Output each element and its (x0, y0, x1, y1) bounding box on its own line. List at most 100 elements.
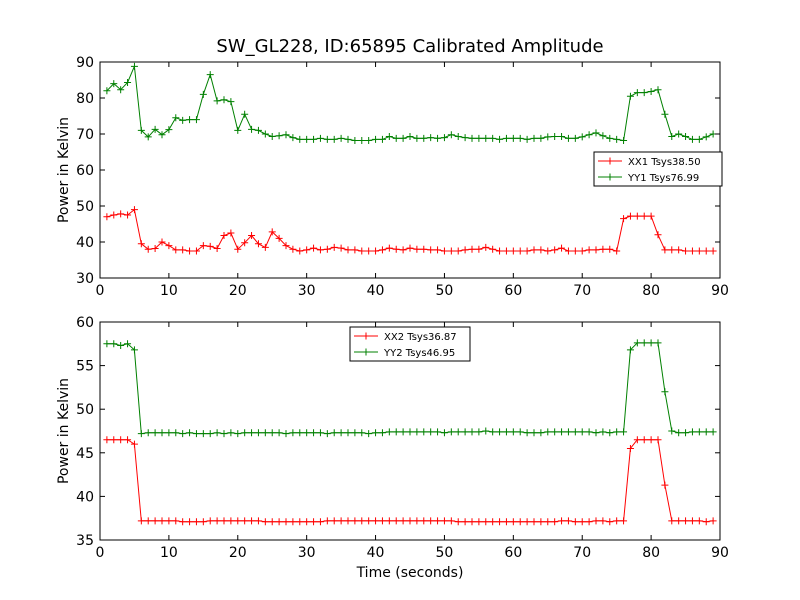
data-point (537, 246, 545, 254)
data-point (406, 428, 414, 436)
data-point (434, 134, 442, 142)
data-point (647, 436, 655, 444)
data-point (227, 98, 235, 106)
data-point (709, 247, 717, 255)
data-point (151, 244, 159, 252)
y-tick-label: 50 (76, 199, 94, 215)
data-point (179, 246, 187, 254)
data-point (351, 246, 359, 254)
x-tick-label: 20 (229, 283, 247, 299)
data-point (530, 246, 538, 254)
data-point (530, 429, 538, 437)
data-point (475, 134, 483, 142)
data-point (399, 134, 407, 142)
data-point (537, 518, 545, 526)
data-point (124, 340, 132, 348)
data-point (337, 517, 345, 525)
data-point (392, 517, 400, 525)
data-point (199, 242, 207, 250)
data-point (620, 428, 628, 436)
y-axis-label: Power in Kelvin (56, 117, 72, 223)
data-point (592, 129, 600, 137)
series-2 (103, 62, 717, 144)
series-1 (103, 206, 717, 255)
data-point (482, 427, 490, 435)
data-point (330, 135, 338, 143)
data-point (303, 518, 311, 526)
data-point (489, 518, 497, 526)
data-point (461, 518, 469, 526)
data-point (144, 245, 152, 253)
legend: XX2 Tsys36.87 YY2 Tsys46.95 (349, 326, 471, 362)
data-point (434, 517, 442, 525)
data-point (303, 246, 311, 254)
data-point (248, 429, 256, 437)
data-point (378, 246, 386, 254)
data-point (606, 518, 614, 526)
legend-box (349, 326, 471, 362)
data-point (254, 126, 262, 134)
data-point (337, 134, 345, 142)
data-point (709, 517, 717, 525)
data-point (124, 211, 132, 219)
legend-box (593, 151, 723, 187)
data-point (516, 428, 524, 436)
data-point (626, 346, 634, 354)
data-point (558, 244, 566, 252)
data-point (496, 135, 504, 143)
data-point (530, 518, 538, 526)
data-point (564, 134, 572, 142)
data-point (227, 229, 235, 237)
data-point (496, 428, 504, 436)
data-point (544, 133, 552, 141)
data-point (385, 133, 393, 141)
data-point (434, 428, 442, 436)
data-point (544, 428, 552, 436)
data-point (358, 517, 366, 525)
data-point (626, 92, 634, 100)
data-point (179, 518, 187, 526)
data-point (337, 244, 345, 252)
data-point (427, 517, 435, 525)
x-tick-label: 70 (573, 545, 591, 561)
data-point (585, 428, 593, 436)
data-point (378, 517, 386, 525)
data-point (234, 126, 242, 134)
x-tick-label: 50 (436, 545, 454, 561)
data-point (282, 518, 290, 526)
data-point (578, 518, 586, 526)
data-point (682, 247, 690, 255)
data-point (695, 428, 703, 436)
data-point (344, 517, 352, 525)
data-point (620, 517, 628, 525)
legend-label: XX2 Tsys36.87 (384, 332, 457, 343)
data-point (613, 247, 621, 255)
y-tick-label: 35 (76, 533, 94, 549)
data-point (289, 518, 297, 526)
x-tick-label: 80 (642, 283, 660, 299)
data-point (117, 86, 125, 94)
data-point (165, 242, 173, 250)
data-point (702, 247, 710, 255)
data-point (303, 429, 311, 437)
data-point (179, 116, 187, 124)
data-point (130, 346, 138, 354)
data-point (365, 430, 373, 438)
data-point (344, 429, 352, 437)
data-point (234, 245, 242, 253)
y-tick-label: 80 (76, 91, 94, 107)
data-point (640, 339, 648, 347)
data-point (558, 133, 566, 141)
data-point (620, 215, 628, 223)
data-point (633, 339, 641, 347)
data-point (165, 517, 173, 525)
data-point (282, 242, 290, 250)
y-tick-label: 55 (76, 359, 94, 375)
data-point (213, 517, 221, 525)
legend-marker (606, 173, 614, 181)
data-point (509, 428, 517, 436)
data-point (668, 133, 676, 141)
data-point (282, 430, 290, 438)
data-point (558, 428, 566, 436)
